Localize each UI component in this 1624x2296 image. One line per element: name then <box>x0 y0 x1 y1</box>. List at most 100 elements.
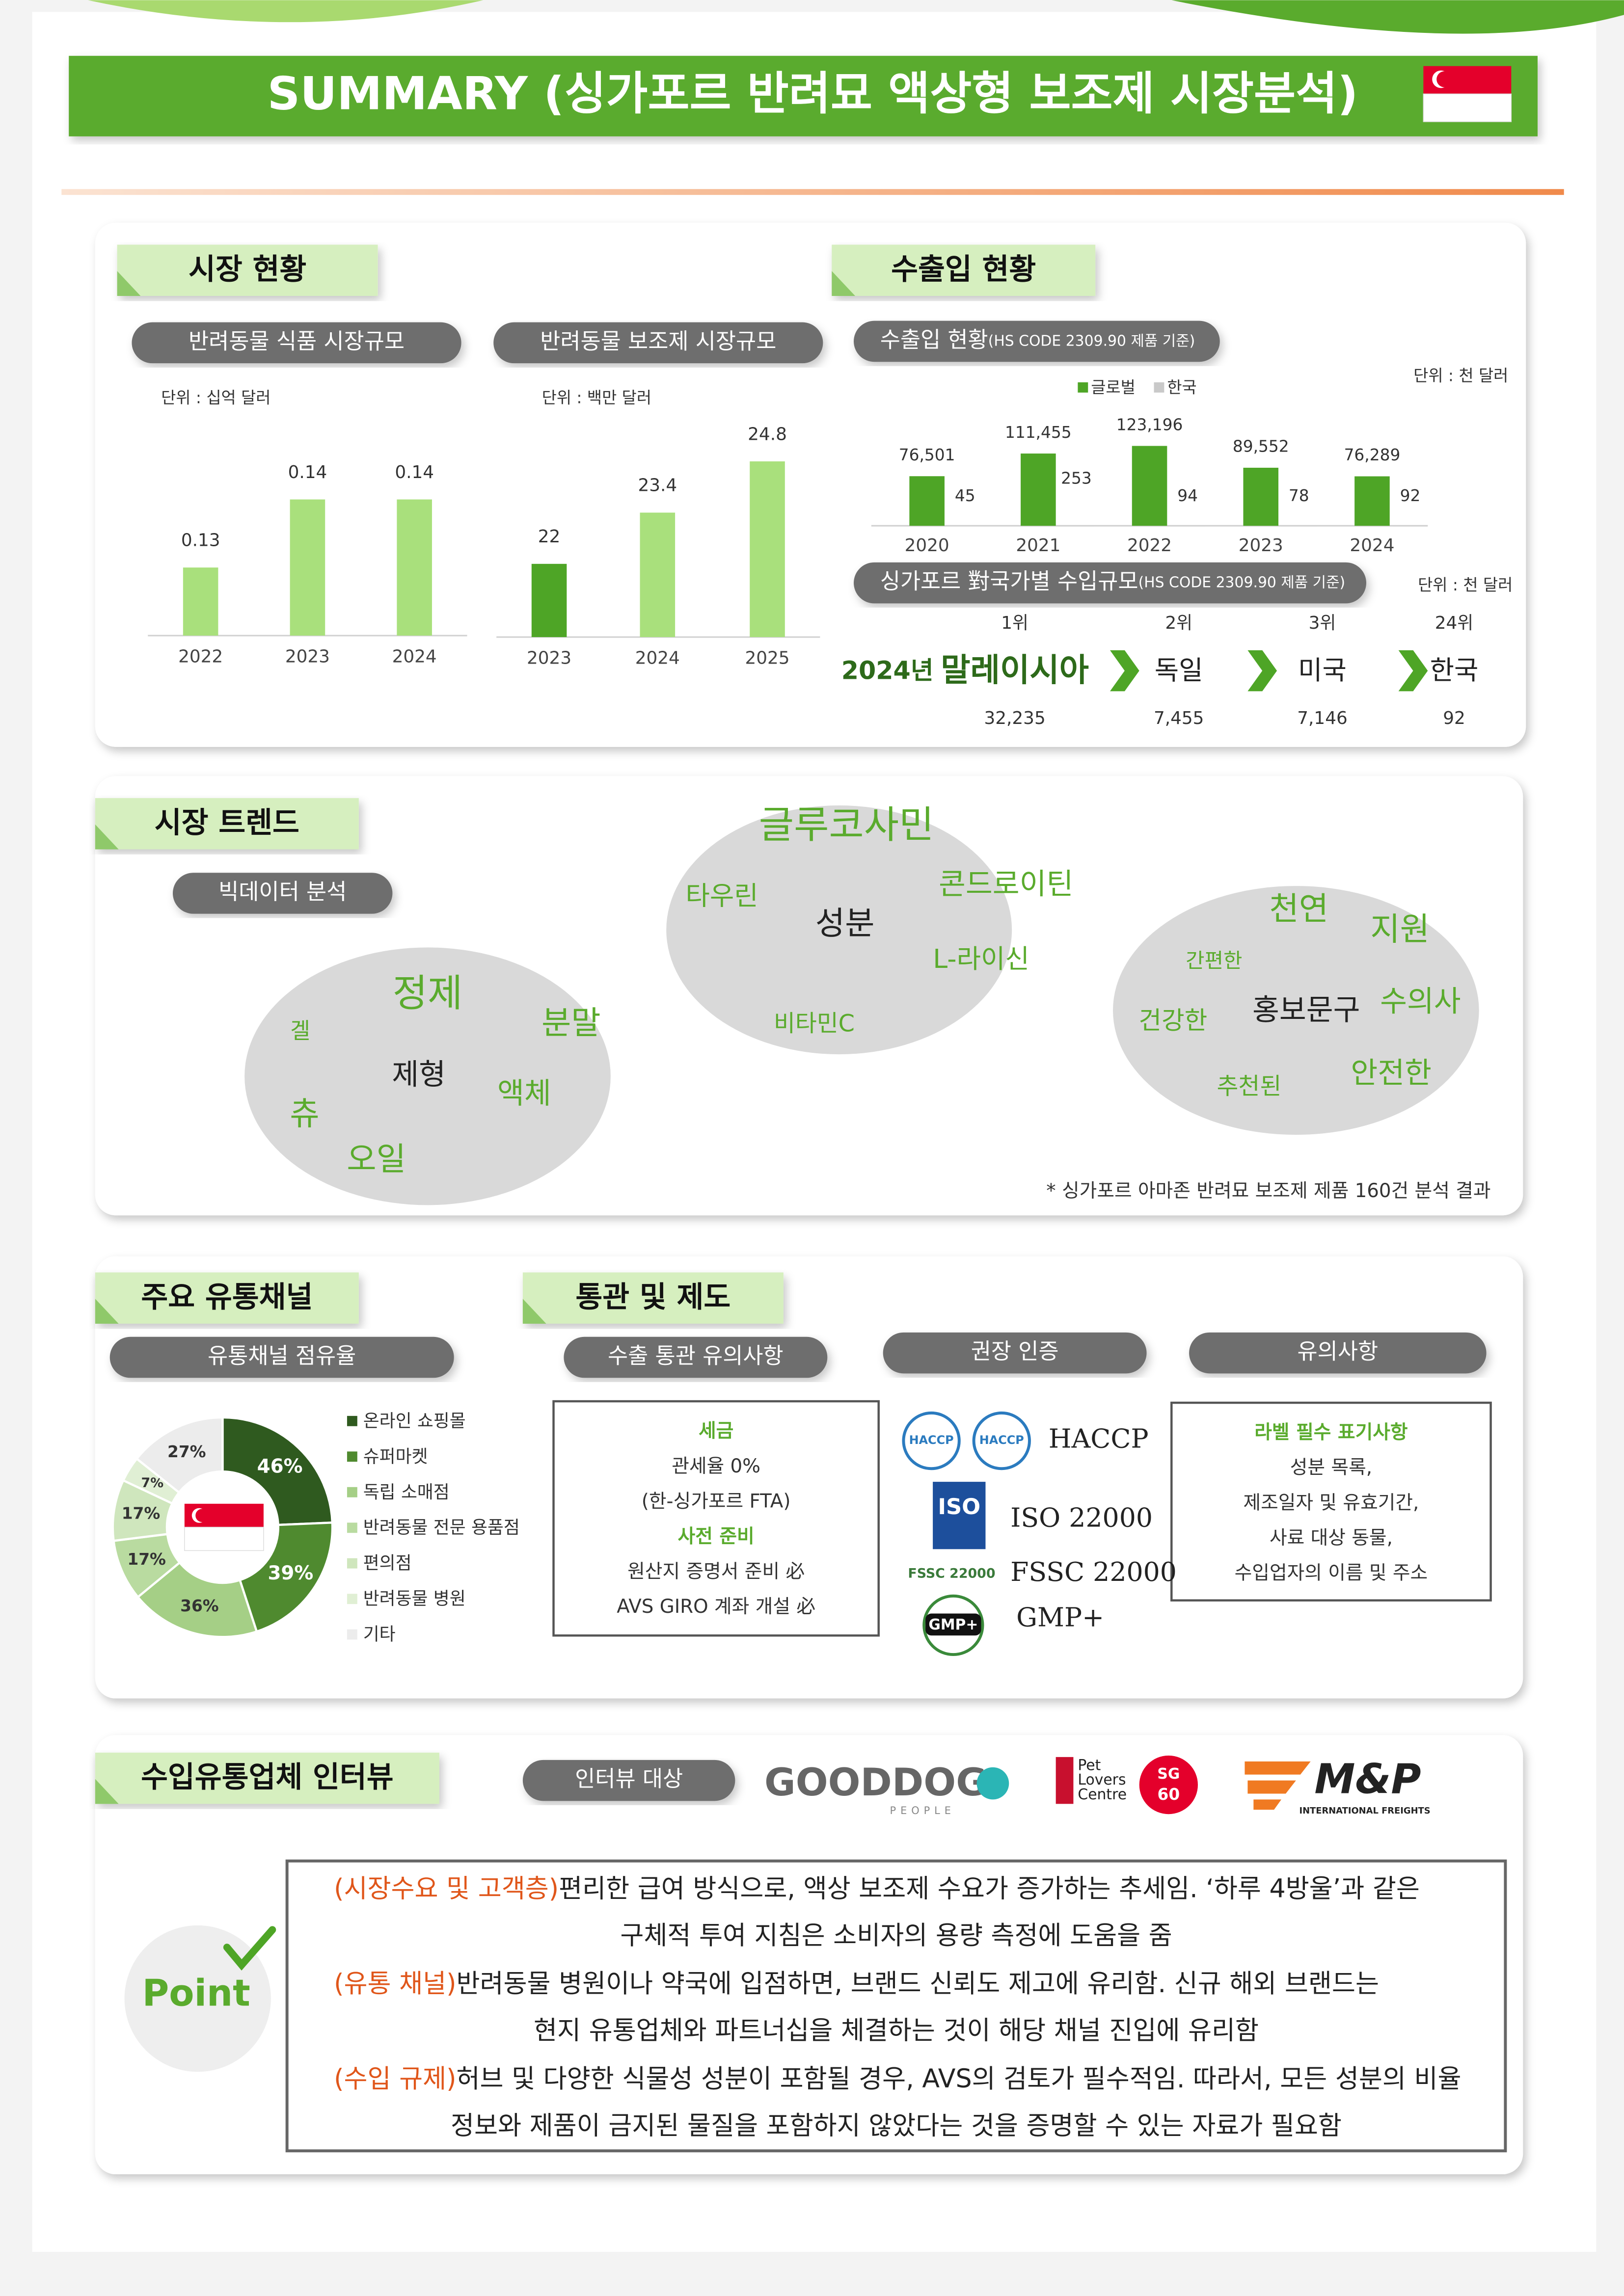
box-line: 원산지 증명서 준비 必 <box>627 1561 805 1583</box>
x-tick-label: 2024 <box>1350 535 1394 556</box>
legend-label: 기타 <box>363 1625 396 1645</box>
logo-text: 60 <box>1158 1785 1180 1804</box>
section-header-bg <box>95 1272 359 1324</box>
country: 한국 <box>1430 655 1479 686</box>
pie-label: 17% <box>127 1550 166 1569</box>
section-header-bg <box>95 1752 439 1804</box>
info-box <box>552 1400 880 1637</box>
box-heading: 사전 준비 <box>678 1525 755 1548</box>
data-label: 76,289 <box>1344 446 1401 464</box>
country: 말레이시아 <box>941 652 1089 689</box>
trend-word: 지원 <box>1370 911 1430 948</box>
singapore-flag <box>1423 66 1512 122</box>
section-header: 주요 유통채널 <box>141 1281 313 1314</box>
x-tick-label: 2024 <box>392 647 437 667</box>
legend-label: 반려동물 전문 용품점 <box>363 1518 520 1538</box>
logo-mark <box>1245 1761 1311 1810</box>
legend-swatch <box>347 1522 357 1533</box>
x-tick-label: 2025 <box>745 648 789 668</box>
pie-slice <box>135 1416 224 1495</box>
footnote: * 싱가포르 아마존 반려묘 보조제 제품 160건 분석 결과 <box>1046 1180 1490 1202</box>
x-tick-label: 2023 <box>1239 535 1283 556</box>
country: 독일 <box>1155 655 1203 686</box>
pill <box>522 1760 735 1801</box>
rank: 1위 <box>1001 613 1029 633</box>
pill <box>854 562 1367 604</box>
bar <box>1243 467 1279 526</box>
pill <box>172 873 393 914</box>
data-label: 24.8 <box>748 424 787 444</box>
box-heading: 라벨 필수 표기사항 <box>1254 1421 1407 1443</box>
point-tag: (시장수요 및 고객층) <box>334 1874 559 1903</box>
word-cloud <box>1112 886 1479 1135</box>
trend-word: 간편한 <box>1186 949 1242 973</box>
cert-logo-band <box>925 1613 981 1636</box>
data-label: 78 <box>1289 486 1309 505</box>
x-tick-label: 2023 <box>527 648 571 668</box>
trend-word: 건강한 <box>1138 1006 1207 1035</box>
legend-swatch <box>347 1415 357 1426</box>
data-label: 253 <box>1061 469 1092 487</box>
point-line: (유통 채널)반려동물 병원이나 약국에 입점하면, 브랜드 신뢰도 제고에 유… <box>334 1969 1379 1999</box>
pie-label: 39% <box>268 1562 313 1584</box>
pie-slice <box>136 1561 258 1638</box>
section-header-bg <box>117 244 378 296</box>
data-label: 0.14 <box>395 462 434 482</box>
pie-slice <box>238 1521 334 1633</box>
point-line: (시장수요 및 고객층)편리한 급여 방식으로, 액상 보조제 수요가 증가하는… <box>334 1874 1420 1903</box>
logo-text: Lovers <box>1078 1771 1126 1789</box>
pill <box>564 1336 828 1378</box>
legend-swatch <box>347 1558 357 1569</box>
cert-logo <box>902 1411 961 1470</box>
data-label: 45 <box>955 486 975 505</box>
pill <box>109 1336 454 1378</box>
logo-text: INTERNATIONAL FREIGHTS <box>1299 1806 1430 1816</box>
trend-word: 제형 <box>392 1058 446 1092</box>
x-tick-label: 2021 <box>1016 535 1060 556</box>
cert-name: ISO 22000 <box>1010 1502 1153 1533</box>
rank: 24위 <box>1435 613 1473 633</box>
top-decoration <box>1171 0 1624 34</box>
legend-swatch <box>347 1487 357 1497</box>
trend-word: 츄 <box>290 1095 319 1132</box>
pill-main: 수출입 현황 <box>880 326 988 352</box>
trend-word: 정제 <box>393 971 463 1015</box>
rank-year: 2024년 <box>841 656 934 685</box>
header-fold <box>522 1299 546 1324</box>
header-fold <box>95 1299 119 1324</box>
pill <box>1189 1332 1487 1374</box>
section-header: 시장 트렌드 <box>155 806 299 840</box>
pill-label: 반려동물 보조제 시장규모 <box>540 328 776 354</box>
trend-word: 겔 <box>290 1017 310 1043</box>
trend-word: 성분 <box>815 905 875 942</box>
trend-word: 타우린 <box>685 881 758 911</box>
cert-logo-text: HACCP <box>909 1433 954 1447</box>
point-tag: (수입 규제) <box>334 2064 456 2094</box>
unit-label: 단위 : 백만 달러 <box>542 388 651 407</box>
section-header: 통관 및 제도 <box>575 1281 731 1314</box>
section-header-bg <box>832 244 1096 296</box>
point-line: (수입 규제)허브 및 다양한 식물성 성분이 포함될 경우, AVS의 검토가… <box>334 2064 1461 2094</box>
point-text: 허브 및 다양한 식물성 성분이 포함될 경우, AVS의 검토가 필수적임. … <box>456 2064 1461 2094</box>
box-line: 성분 목록, <box>1290 1457 1372 1479</box>
data-label: 111,455 <box>1005 423 1072 442</box>
bar <box>397 499 432 636</box>
trend-word: 글루코사민 <box>759 803 934 847</box>
legend-label: 슈퍼마켓 <box>363 1446 428 1467</box>
legend-label: 한국 <box>1167 378 1196 397</box>
bar <box>183 567 218 636</box>
pie-label: 46% <box>257 1455 303 1477</box>
pill <box>883 1332 1147 1374</box>
pie-label: 17% <box>122 1504 161 1523</box>
cert-logo-text: ISO <box>938 1494 980 1520</box>
trend-word: 안전한 <box>1351 1056 1432 1090</box>
trend-word: 수의사 <box>1380 985 1461 1018</box>
cert-logo <box>933 1482 986 1549</box>
legend-swatch <box>1078 382 1088 393</box>
legend-label: 편의점 <box>363 1553 412 1574</box>
point-badge <box>124 1925 271 2072</box>
data-label: 0.13 <box>181 531 220 551</box>
logo-text: Pet <box>1078 1757 1101 1774</box>
flag-moon-cut <box>195 1509 209 1522</box>
point-line: 현지 유통업체와 파트너십을 체결하는 것이 해당 채널 진입에 유리함 <box>534 2016 1259 2046</box>
